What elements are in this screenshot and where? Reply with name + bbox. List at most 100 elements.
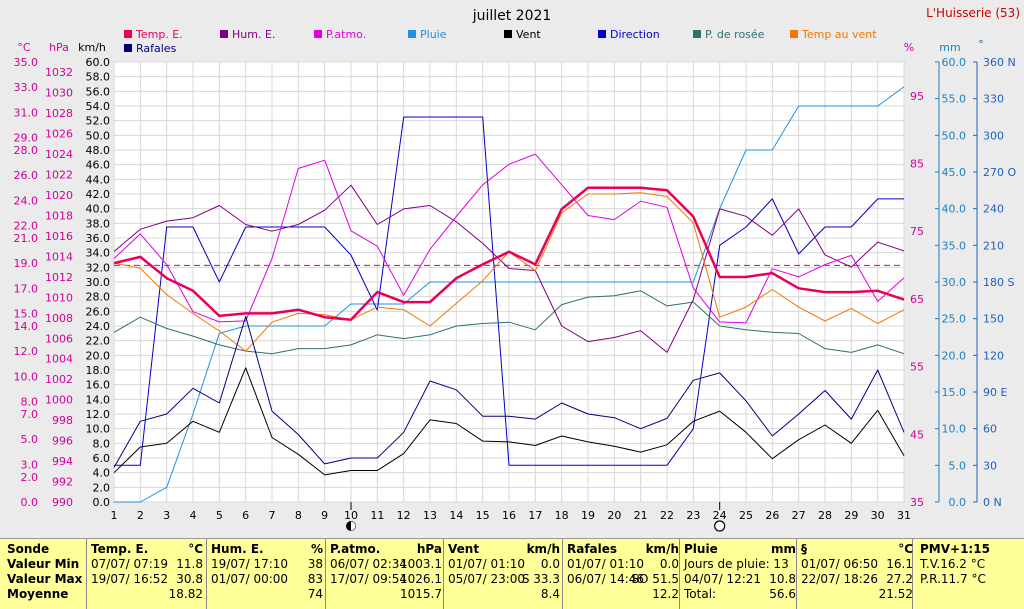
panel-row-label: Valeur Max xyxy=(7,572,87,587)
column-unit: mm xyxy=(770,542,796,556)
panel-separator xyxy=(86,539,87,609)
direction-tick-label: 330 xyxy=(983,93,1004,106)
wind-tick-label: 32.0 xyxy=(86,261,111,274)
row-label-text: Valeur Min xyxy=(7,557,80,571)
rain-tick-label: 10.0 xyxy=(942,423,967,436)
rain-tick-label: 0.0 xyxy=(949,496,967,509)
rain-tick-label: 5.0 xyxy=(949,459,967,472)
avg-value: 56.6 xyxy=(769,587,796,601)
wind-tick-label: 60.0 xyxy=(86,56,111,69)
legend-label: Temp. E. xyxy=(135,28,183,41)
temp-tick-label: 10.0 xyxy=(14,370,39,383)
panel-separator xyxy=(325,539,326,609)
panel-max-row: 05/07/ 23:00 S 33.3 xyxy=(448,572,560,587)
temp-tick-label: 28.0 xyxy=(14,144,39,157)
panel-min-row: 01/07/ 01:10 0.0 xyxy=(448,557,560,572)
x-tick-label: 28 xyxy=(818,509,832,522)
x-axis: 1 2 3 4 5 6 7 8 9 10 11 12 13 14 15 16 17 18 19 20 21 22 23 24 2… xyxy=(111,502,911,532)
pressure-tick-label: 1012 xyxy=(45,271,73,284)
legend-label: P. de rosée xyxy=(705,28,765,41)
max-date: 01/07/ 00:00 xyxy=(211,572,289,586)
x-tick-label: 13 xyxy=(423,509,437,522)
max-date: 04/07/ 12:21 xyxy=(684,572,762,586)
panel-column: Rafales km/h 01/07/ 01:10 0.0 06/07/ 14:46 SO… xyxy=(567,542,679,602)
temp-tick-label: 14.0 xyxy=(14,320,39,333)
max-date: 22/07/ 18:26 xyxy=(801,572,879,586)
panel-min-row: 01/07/ 06:50 16.1 xyxy=(801,557,913,572)
legend-label: Rafales xyxy=(136,42,177,55)
min-date: 07/07/ 07:19 xyxy=(91,557,169,571)
avg-value: 8.4 xyxy=(540,587,560,601)
temp-tick-label: 7.0 xyxy=(21,408,39,421)
column-title: Hum. E. xyxy=(211,542,264,556)
legend-label: Hum. E. xyxy=(232,28,275,41)
column-unit: % xyxy=(310,542,323,556)
pressure-tick-label: 994 xyxy=(52,455,73,468)
series-line-vent xyxy=(113,367,905,476)
x-tick-label: 7 xyxy=(269,509,276,522)
direction-tick-label: 360 N xyxy=(983,56,1016,69)
wind-tick-label: 44.0 xyxy=(86,173,111,186)
wind-tick-label: 30.0 xyxy=(86,276,111,289)
max-date: 06/07/ 14:46 xyxy=(567,572,645,586)
panel-column-header: Temp. E. °C xyxy=(91,542,203,557)
max-value: SO 51.5 xyxy=(631,572,679,586)
rain-tick-label: 55.0 xyxy=(942,93,967,106)
wind-tick-label: 2.0 xyxy=(93,481,111,494)
humidity-unit-label: % xyxy=(904,41,914,54)
wind-tick-label: 0.0 xyxy=(93,496,111,509)
pressure-tick-label: 1024 xyxy=(45,148,73,161)
avg-value: 74 xyxy=(307,587,323,601)
panel-min-row: 07/07/ 07:19 11.8 xyxy=(91,557,203,572)
x-tick-label: 11 xyxy=(370,509,384,522)
x-tick-label: 5 xyxy=(216,509,223,522)
panel-avg-row: 1015.7 xyxy=(330,587,442,602)
column-title: Rafales xyxy=(567,542,618,556)
temp-tick-label: 5.0 xyxy=(21,433,39,446)
rain-unit-label: mm xyxy=(939,41,960,54)
panel-column-header: § °C xyxy=(801,542,913,557)
pressure-tick-label: 1000 xyxy=(45,394,73,407)
legend-label: P.atmo. xyxy=(326,28,366,41)
temp-tick-label: 0.0 xyxy=(21,496,39,509)
weather-chart: 0.02.03.05.07.08.010.012.014.015.017.019… xyxy=(14,6,1020,532)
panel-min-row: 19/07/ 17:10 38 xyxy=(211,557,323,572)
wind-tick-label: 56.0 xyxy=(86,85,111,98)
column-title: P.atmo. xyxy=(330,542,381,556)
pmv-title: PMV+1:15 xyxy=(920,542,1020,557)
panel-column-header: Rafales km/h xyxy=(567,542,679,557)
max-value: S 33.3 xyxy=(521,572,560,586)
wind-tick-label: 46.0 xyxy=(86,159,111,172)
max-date: 17/07/ 09:54 xyxy=(330,572,408,586)
panel-max-row: 04/07/ 12:21 10.8 xyxy=(684,572,796,587)
x-tick-label: 26 xyxy=(765,509,779,522)
x-tick-label: 1 xyxy=(111,509,118,522)
avg-label: Total: xyxy=(684,587,717,601)
series-line-p-atmo xyxy=(113,153,905,324)
pmv-pr-text: P.R.11.7 °C xyxy=(920,572,986,586)
pressure-tick-label: 1006 xyxy=(45,332,73,345)
direction-tick-label: 30 xyxy=(983,459,997,472)
panel-avg-row: Total: 56.6 xyxy=(684,587,796,602)
panel-avg-row: 8.4 xyxy=(448,587,560,602)
humidity-tick-label: 85 xyxy=(910,158,924,171)
wind-tick-label: 18.0 xyxy=(86,364,111,377)
direction-tick-label: 240 xyxy=(983,203,1004,216)
x-tick-label: 29 xyxy=(844,509,858,522)
wind-tick-label: 8.0 xyxy=(93,437,111,450)
panel-column: Vent km/h 01/07/ 01:10 0.0 05/07/ 23:00 S 33.… xyxy=(448,542,560,602)
x-tick-label: 14 xyxy=(449,509,463,522)
panel-avg-row: 12.2 xyxy=(567,587,679,602)
legend-swatch xyxy=(408,30,416,38)
avg-value: 21.52 xyxy=(878,587,913,601)
wind-tick-label: 36.0 xyxy=(86,232,111,245)
wind-tick-label: 22.0 xyxy=(86,335,111,348)
temp-tick-label: 2.0 xyxy=(21,471,39,484)
min-value: 38 xyxy=(307,557,323,571)
wind-tick-label: 10.0 xyxy=(86,423,111,436)
wind-tick-label: 34.0 xyxy=(86,247,111,260)
wind-unit-label: km/h xyxy=(78,41,106,54)
wind-tick-label: 50.0 xyxy=(86,129,111,142)
wind-tick-label: 52.0 xyxy=(86,115,111,128)
panel-column-header: Hum. E.% xyxy=(211,542,323,557)
